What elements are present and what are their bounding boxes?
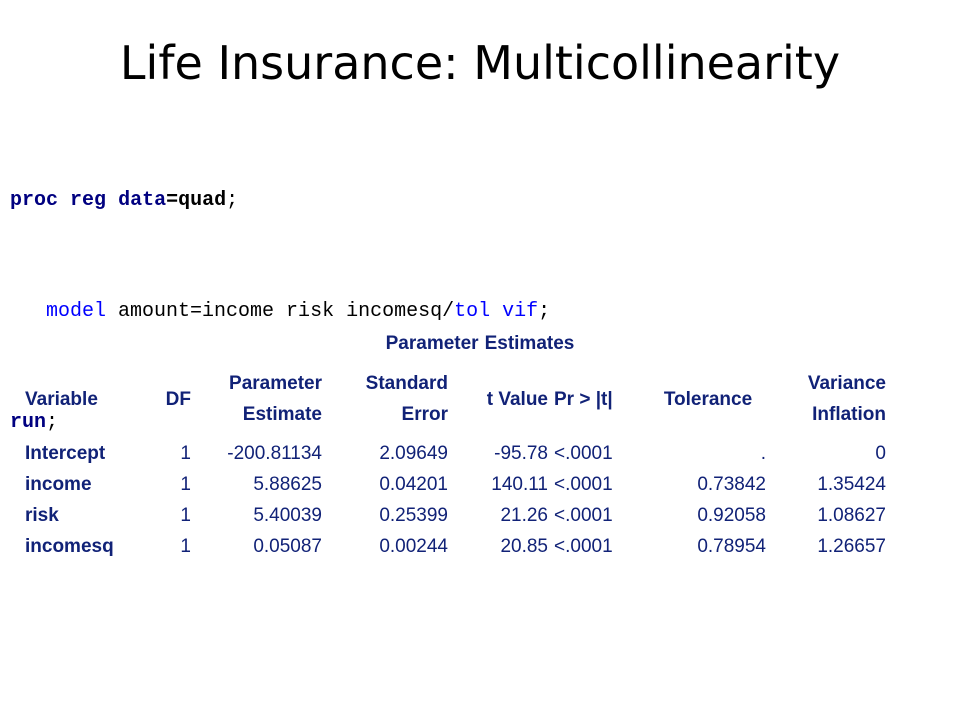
cell-estimate: 0.05087 — [253, 536, 322, 557]
table-row: Intercept 1 -200.81134 2.09649 -95.78 <.… — [22, 438, 889, 469]
code-data-option: data — [118, 189, 167, 212]
code-semicolon: ; — [538, 300, 551, 323]
cell-tvalue: 21.26 — [500, 505, 548, 526]
cell-tolerance: 0.92058 — [697, 505, 766, 526]
cell-tolerance: 0.73842 — [697, 474, 766, 495]
cell-stderr: 2.09649 — [379, 443, 448, 464]
header-stderr-line-2: Error — [401, 404, 448, 425]
code-tol-option: tol — [454, 300, 491, 323]
header-variance-inflation: Variance Inflation — [769, 360, 889, 438]
cell-stderr: 0.00244 — [379, 536, 448, 557]
slide-title: Life Insurance: Multicollinearity — [119, 36, 841, 90]
code-dataset-name: quad — [178, 189, 227, 212]
cell-tvalue: -95.78 — [494, 443, 548, 464]
code-run-keyword: run — [10, 411, 47, 434]
cell-vif: 1.35424 — [817, 474, 886, 495]
cell-tolerance: 0.78954 — [697, 536, 766, 557]
cell-pvalue: <.0001 — [554, 505, 613, 526]
cell-vif: 1.26657 — [817, 536, 886, 557]
table-caption: Parameter Estimates — [0, 327, 960, 361]
cell-vif: 1.08627 — [817, 505, 886, 526]
parameter-estimates-table: Variable DF Parameter Estimate Standard … — [22, 360, 889, 562]
header-t-value: t Value — [486, 388, 548, 410]
code-reg-keyword: reg — [70, 189, 107, 212]
cell-tvalue: 20.85 — [500, 536, 548, 557]
cell-variable: income — [25, 474, 92, 495]
header-vif-line-2: Inflation — [812, 404, 886, 425]
cell-estimate: 5.88625 — [253, 474, 322, 495]
header-estimate-line-1: Parameter — [229, 373, 322, 394]
code-semicolon: ; — [226, 189, 239, 212]
header-standard-error: Standard Error — [325, 360, 451, 438]
code-line-3: run; — [10, 404, 550, 441]
header-parameter-estimate: Parameter Estimate — [194, 360, 325, 438]
code-semicolon: ; — [46, 411, 59, 434]
header-estimate-line-2: Estimate — [242, 404, 322, 425]
cell-df: 1 — [180, 474, 191, 495]
header-tolerance: Tolerance — [663, 388, 753, 410]
header-vif-line-1: Variance — [807, 373, 886, 394]
table-caption-part-2: Estimates — [484, 333, 575, 354]
sas-code-block: proc reg data=quad; model amount=income … — [10, 108, 550, 478]
code-vif-option: vif — [502, 300, 539, 323]
cell-pvalue: <.0001 — [554, 443, 613, 464]
cell-stderr: 0.04201 — [379, 474, 448, 495]
header-p-value: Pr > |t| — [554, 388, 613, 410]
cell-variable: risk — [25, 505, 59, 526]
table-row: income 1 5.88625 0.04201 140.11 <.0001 0… — [22, 469, 889, 500]
code-line-1: proc reg data=quad; — [10, 182, 550, 219]
cell-pvalue: <.0001 — [554, 474, 613, 495]
table-header-row: Variable DF Parameter Estimate Standard … — [22, 360, 889, 438]
code-model-spec: amount=income risk incomesq/ — [118, 300, 455, 323]
cell-variable: Intercept — [25, 443, 106, 464]
cell-pvalue: <.0001 — [554, 536, 613, 557]
code-equals: = — [166, 189, 179, 212]
header-variable: Variable — [25, 388, 98, 410]
cell-df: 1 — [180, 505, 191, 526]
header-df: DF — [165, 388, 191, 410]
table-caption-part-1: Parameter — [385, 333, 479, 354]
cell-estimate: -200.81134 — [227, 443, 322, 464]
code-line-2: model amount=income risk incomesq/tol vi… — [10, 293, 550, 330]
cell-stderr: 0.25399 — [379, 505, 448, 526]
cell-variable: incomesq — [25, 536, 114, 557]
cell-estimate: 5.40039 — [253, 505, 322, 526]
table-row: incomesq 1 0.05087 0.00244 20.85 <.0001 … — [22, 531, 889, 562]
code-proc-keyword: proc — [10, 189, 59, 212]
cell-df: 1 — [180, 536, 191, 557]
header-stderr-line-1: Standard — [365, 373, 448, 394]
table-row: risk 1 5.40039 0.25399 21.26 <.0001 0.92… — [22, 500, 889, 531]
cell-vif: 0 — [875, 443, 886, 464]
code-model-keyword: model — [46, 300, 107, 323]
cell-df: 1 — [180, 443, 191, 464]
cell-tolerance: . — [760, 443, 766, 464]
cell-tvalue: 140.11 — [491, 474, 548, 495]
